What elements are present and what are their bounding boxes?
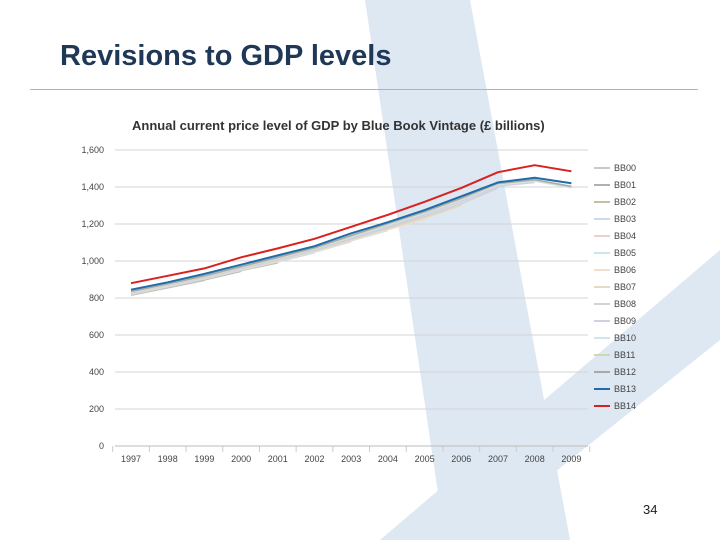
x-tick-label: 2009 (561, 454, 581, 464)
title-divider (30, 89, 698, 90)
legend-label: BB06 (614, 265, 636, 275)
legend-label: BB08 (614, 299, 636, 309)
y-tick-label: 1,200 (81, 219, 104, 229)
x-tick-label: 1997 (121, 454, 141, 464)
y-tick-label: 400 (89, 367, 104, 377)
y-tick-label: 1,600 (81, 145, 104, 155)
legend-label: BB14 (614, 401, 636, 411)
legend-label: BB04 (614, 231, 636, 241)
x-tick-label: 2007 (488, 454, 508, 464)
x-tick-label: 2004 (378, 454, 398, 464)
x-tick-label: 2008 (525, 454, 545, 464)
legend-label: BB02 (614, 197, 636, 207)
series-lines (130, 164, 572, 296)
legend-label: BB03 (614, 214, 636, 224)
x-tick-label: 2000 (231, 454, 251, 464)
chart-title: Annual current price level of GDP by Blu… (132, 118, 545, 133)
legend-label: BB13 (614, 384, 636, 394)
x-tick-label: 2005 (415, 454, 435, 464)
axes: 0 200 400 600 800 1,000 1,200 1,400 1,600 1997 199… (81, 145, 588, 464)
legend-label: BB07 (614, 282, 636, 292)
y-tick-label: 0 (99, 441, 104, 451)
legend-label: BB09 (614, 316, 636, 326)
page-number: 34 (643, 502, 658, 517)
x-tick-label: 2002 (304, 454, 324, 464)
series-line-bb13 (130, 176, 572, 291)
legend-label: BB00 (614, 163, 636, 173)
y-tick-label: 600 (89, 330, 104, 340)
legend-label: BB01 (614, 180, 636, 190)
watermark-stroke-right (365, 0, 570, 540)
x-tick-label: 2003 (341, 454, 361, 464)
y-tick-label: 800 (89, 293, 104, 303)
page-title: Revisions to GDP levels (60, 40, 392, 72)
gridlines (112, 149, 591, 452)
x-tick-label: 2001 (268, 454, 288, 464)
x-tick-label: 1998 (158, 454, 178, 464)
y-tick-label: 1,000 (81, 256, 104, 266)
legend-label: BB10 (614, 333, 636, 343)
x-tick-label: 2006 (451, 454, 471, 464)
series-line-bb12 (130, 178, 572, 293)
y-tick-label: 1,400 (81, 182, 104, 192)
legend-label: BB12 (614, 367, 636, 377)
legend: BB00 BB01 BB02 BB03 BB04 BB05 BB06 BB07 BB08 BB09… (594, 163, 636, 411)
legend-label: BB11 (614, 350, 635, 360)
watermark-stroke-left (380, 250, 720, 540)
y-tick-label: 200 (89, 404, 104, 414)
legend-label: BB05 (614, 248, 636, 258)
series-line-bb14 (130, 164, 572, 285)
x-tick-label: 1999 (194, 454, 214, 464)
